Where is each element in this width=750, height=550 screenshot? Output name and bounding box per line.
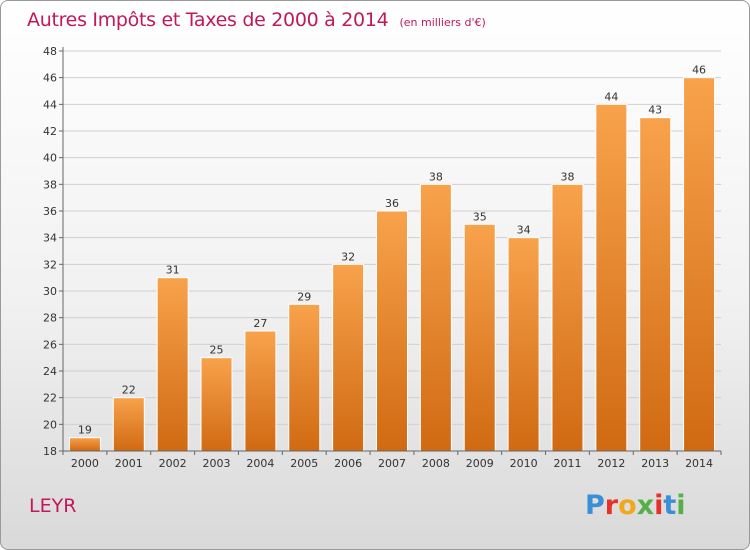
data-label-2008: 38	[429, 170, 443, 183]
x-tick-label: 2000	[71, 457, 99, 470]
bars	[68, 77, 716, 452]
x-tick-label: 2007	[378, 457, 406, 470]
data-label-2004: 27	[253, 317, 267, 330]
logo-letter: P	[585, 490, 605, 521]
data-label-2001: 22	[122, 384, 136, 397]
data-label-2009: 35	[473, 210, 487, 223]
x-tick-label: 2012	[597, 457, 625, 470]
logo-letter: i	[654, 490, 664, 521]
x-tick-label: 2003	[203, 457, 231, 470]
bar-2014	[683, 77, 716, 452]
data-labels: 19 22 31 25 27 29 32 36 38 35 34 38 44 43 46	[78, 64, 706, 437]
y-tick-label: 22	[43, 392, 57, 405]
chart-title-block: Autres Impôts et Taxes de 2000 à 2014 (e…	[27, 9, 486, 31]
x-tick-label: 2002	[159, 457, 187, 470]
y-tick-label: 32	[43, 258, 57, 271]
y-tick-label: 42	[43, 125, 57, 138]
y-tick-label: 48	[43, 45, 57, 58]
y-tick-label: 34	[43, 232, 57, 245]
chart-subtitle: (en milliers d'€)	[399, 16, 486, 29]
x-tick-label: 2001	[115, 457, 143, 470]
x-tick-label: 2011	[553, 457, 581, 470]
data-label-2005: 29	[297, 290, 311, 303]
y-tick-label: 44	[43, 98, 57, 111]
bar-2011	[551, 183, 584, 452]
logo-letter: x	[636, 490, 655, 521]
x-tick-label: 2004	[246, 457, 274, 470]
data-label-2003: 25	[210, 344, 224, 357]
x-tick-label: 2010	[510, 457, 538, 470]
logo-letter: t	[663, 490, 677, 521]
data-label-2012: 44	[604, 90, 618, 103]
bar-2010	[507, 237, 540, 452]
commune-name: LEYR	[29, 495, 77, 517]
y-tick-label: 24	[43, 365, 57, 378]
x-tick-label: 2008	[422, 457, 450, 470]
y-tick-label: 18	[43, 445, 57, 458]
y-tick-label: 38	[43, 178, 57, 191]
axes: 18 20 22 24 26 28 30 32 34 36 38 40 42 44 46 48 2000 2001…	[43, 45, 722, 470]
data-label-2011: 38	[560, 170, 574, 183]
data-label-2010: 34	[517, 224, 531, 237]
logo-letter: o	[618, 490, 637, 521]
bar-2006	[332, 263, 365, 452]
x-tick-label: 2014	[685, 457, 713, 470]
bar-2003	[200, 357, 233, 452]
bar-2000	[68, 437, 101, 452]
x-tick-label: 2013	[641, 457, 669, 470]
logo-letter: r	[604, 490, 619, 521]
data-label-2013: 43	[648, 104, 662, 117]
x-tick-label: 2005	[290, 457, 318, 470]
y-tick-label: 46	[43, 72, 57, 85]
data-label-2006: 32	[341, 250, 355, 263]
bar-2012	[595, 103, 628, 452]
x-tick-label: 2009	[466, 457, 494, 470]
data-label-2007: 36	[385, 197, 399, 210]
bar-2005	[288, 303, 321, 452]
bar-2009	[463, 223, 496, 452]
y-tick-label: 20	[43, 418, 57, 431]
bar-2001	[112, 397, 145, 452]
x-tick-label: 2006	[334, 457, 362, 470]
y-tick-label: 36	[43, 205, 57, 218]
bar-2002	[156, 277, 189, 452]
bar-2008	[419, 183, 452, 452]
data-label-2014: 46	[692, 64, 706, 77]
bar-2007	[376, 210, 408, 452]
data-label-2002: 31	[166, 264, 180, 277]
chart-title: Autres Impôts et Taxes de 2000 à 2014	[27, 9, 389, 31]
y-tick-label: 28	[43, 312, 57, 325]
y-tick-label: 26	[43, 338, 57, 351]
proxiti-logo: Proxiti	[585, 490, 686, 521]
bar-2004	[244, 330, 277, 452]
bar-2013	[639, 117, 672, 452]
y-tick-label: 40	[43, 152, 57, 165]
logo-letter: i	[676, 490, 686, 521]
data-label-2000: 19	[78, 424, 92, 437]
y-tick-label: 30	[43, 285, 57, 298]
